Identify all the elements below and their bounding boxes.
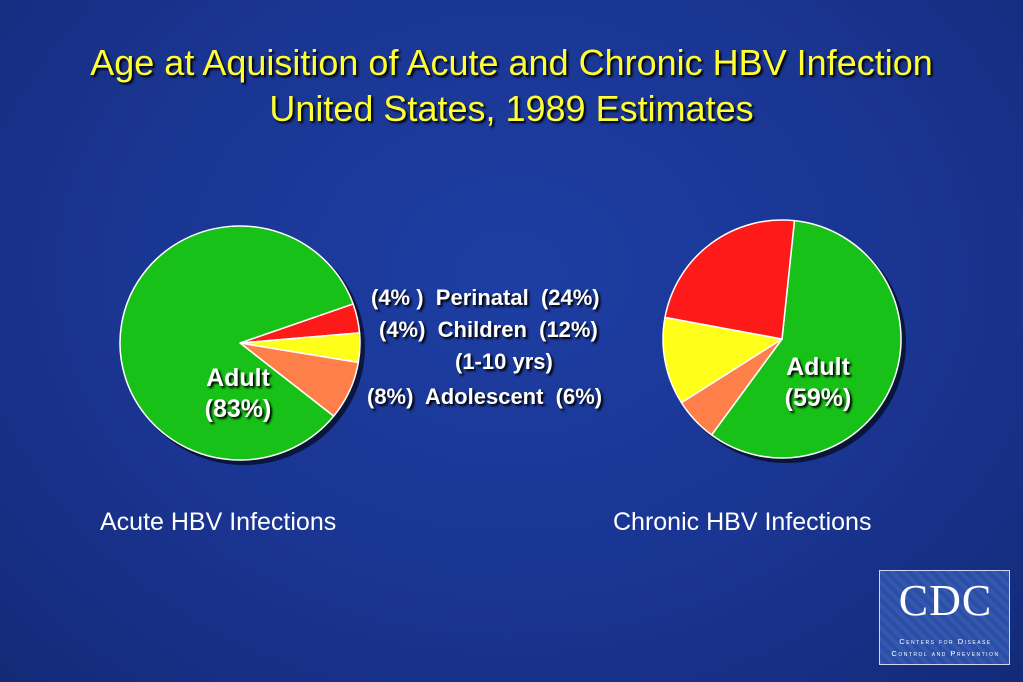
- legend-children-age: (1-10 yrs): [455, 349, 553, 374]
- acute-adult-label: Adult (83%): [178, 363, 298, 425]
- chronic-caption: Chronic HBV Infections: [613, 508, 872, 536]
- acute-pie-chart: [119, 225, 365, 465]
- chronic-slice-perinatal: [664, 219, 796, 340]
- chronic-adult-label: Adult (59%): [758, 352, 878, 414]
- chronic-adult-name: Adult: [786, 353, 850, 381]
- chronic-slice-adult: [710, 219, 902, 459]
- title-line-1: Age at Aquisition of Acute and Chronic H…: [90, 42, 933, 83]
- title-line-2: United States, 1989 Estimates: [269, 88, 754, 129]
- legend-perinatal: (4% ) Perinatal (24%): [371, 285, 600, 310]
- acute-caption: Acute HBV Infections: [100, 508, 337, 536]
- acute-adult-percent: (83%): [204, 395, 272, 423]
- cdc-logo-line-2: Control and Prevention: [891, 649, 1000, 658]
- legend-adolescent: (8%) Adolescent (6%): [367, 384, 603, 409]
- acute-adult-name: Adult: [206, 364, 270, 392]
- acute-slice-adult: [119, 225, 354, 461]
- legend-children: (4%) Children (12%): [379, 317, 598, 342]
- chronic-pie-chart: [662, 219, 906, 463]
- chronic-adult-percent: (59%): [784, 384, 852, 412]
- cdc-logo: CDC Centers for Disease Control and Prev…: [879, 570, 1010, 665]
- chronic-slice-children: [662, 316, 783, 404]
- cdc-logo-text: CDC: [898, 576, 993, 625]
- slide-title: Age at Aquisition of Acute and Chronic H…: [0, 40, 1023, 132]
- cdc-logo-line-1: Centers for Disease: [899, 637, 992, 646]
